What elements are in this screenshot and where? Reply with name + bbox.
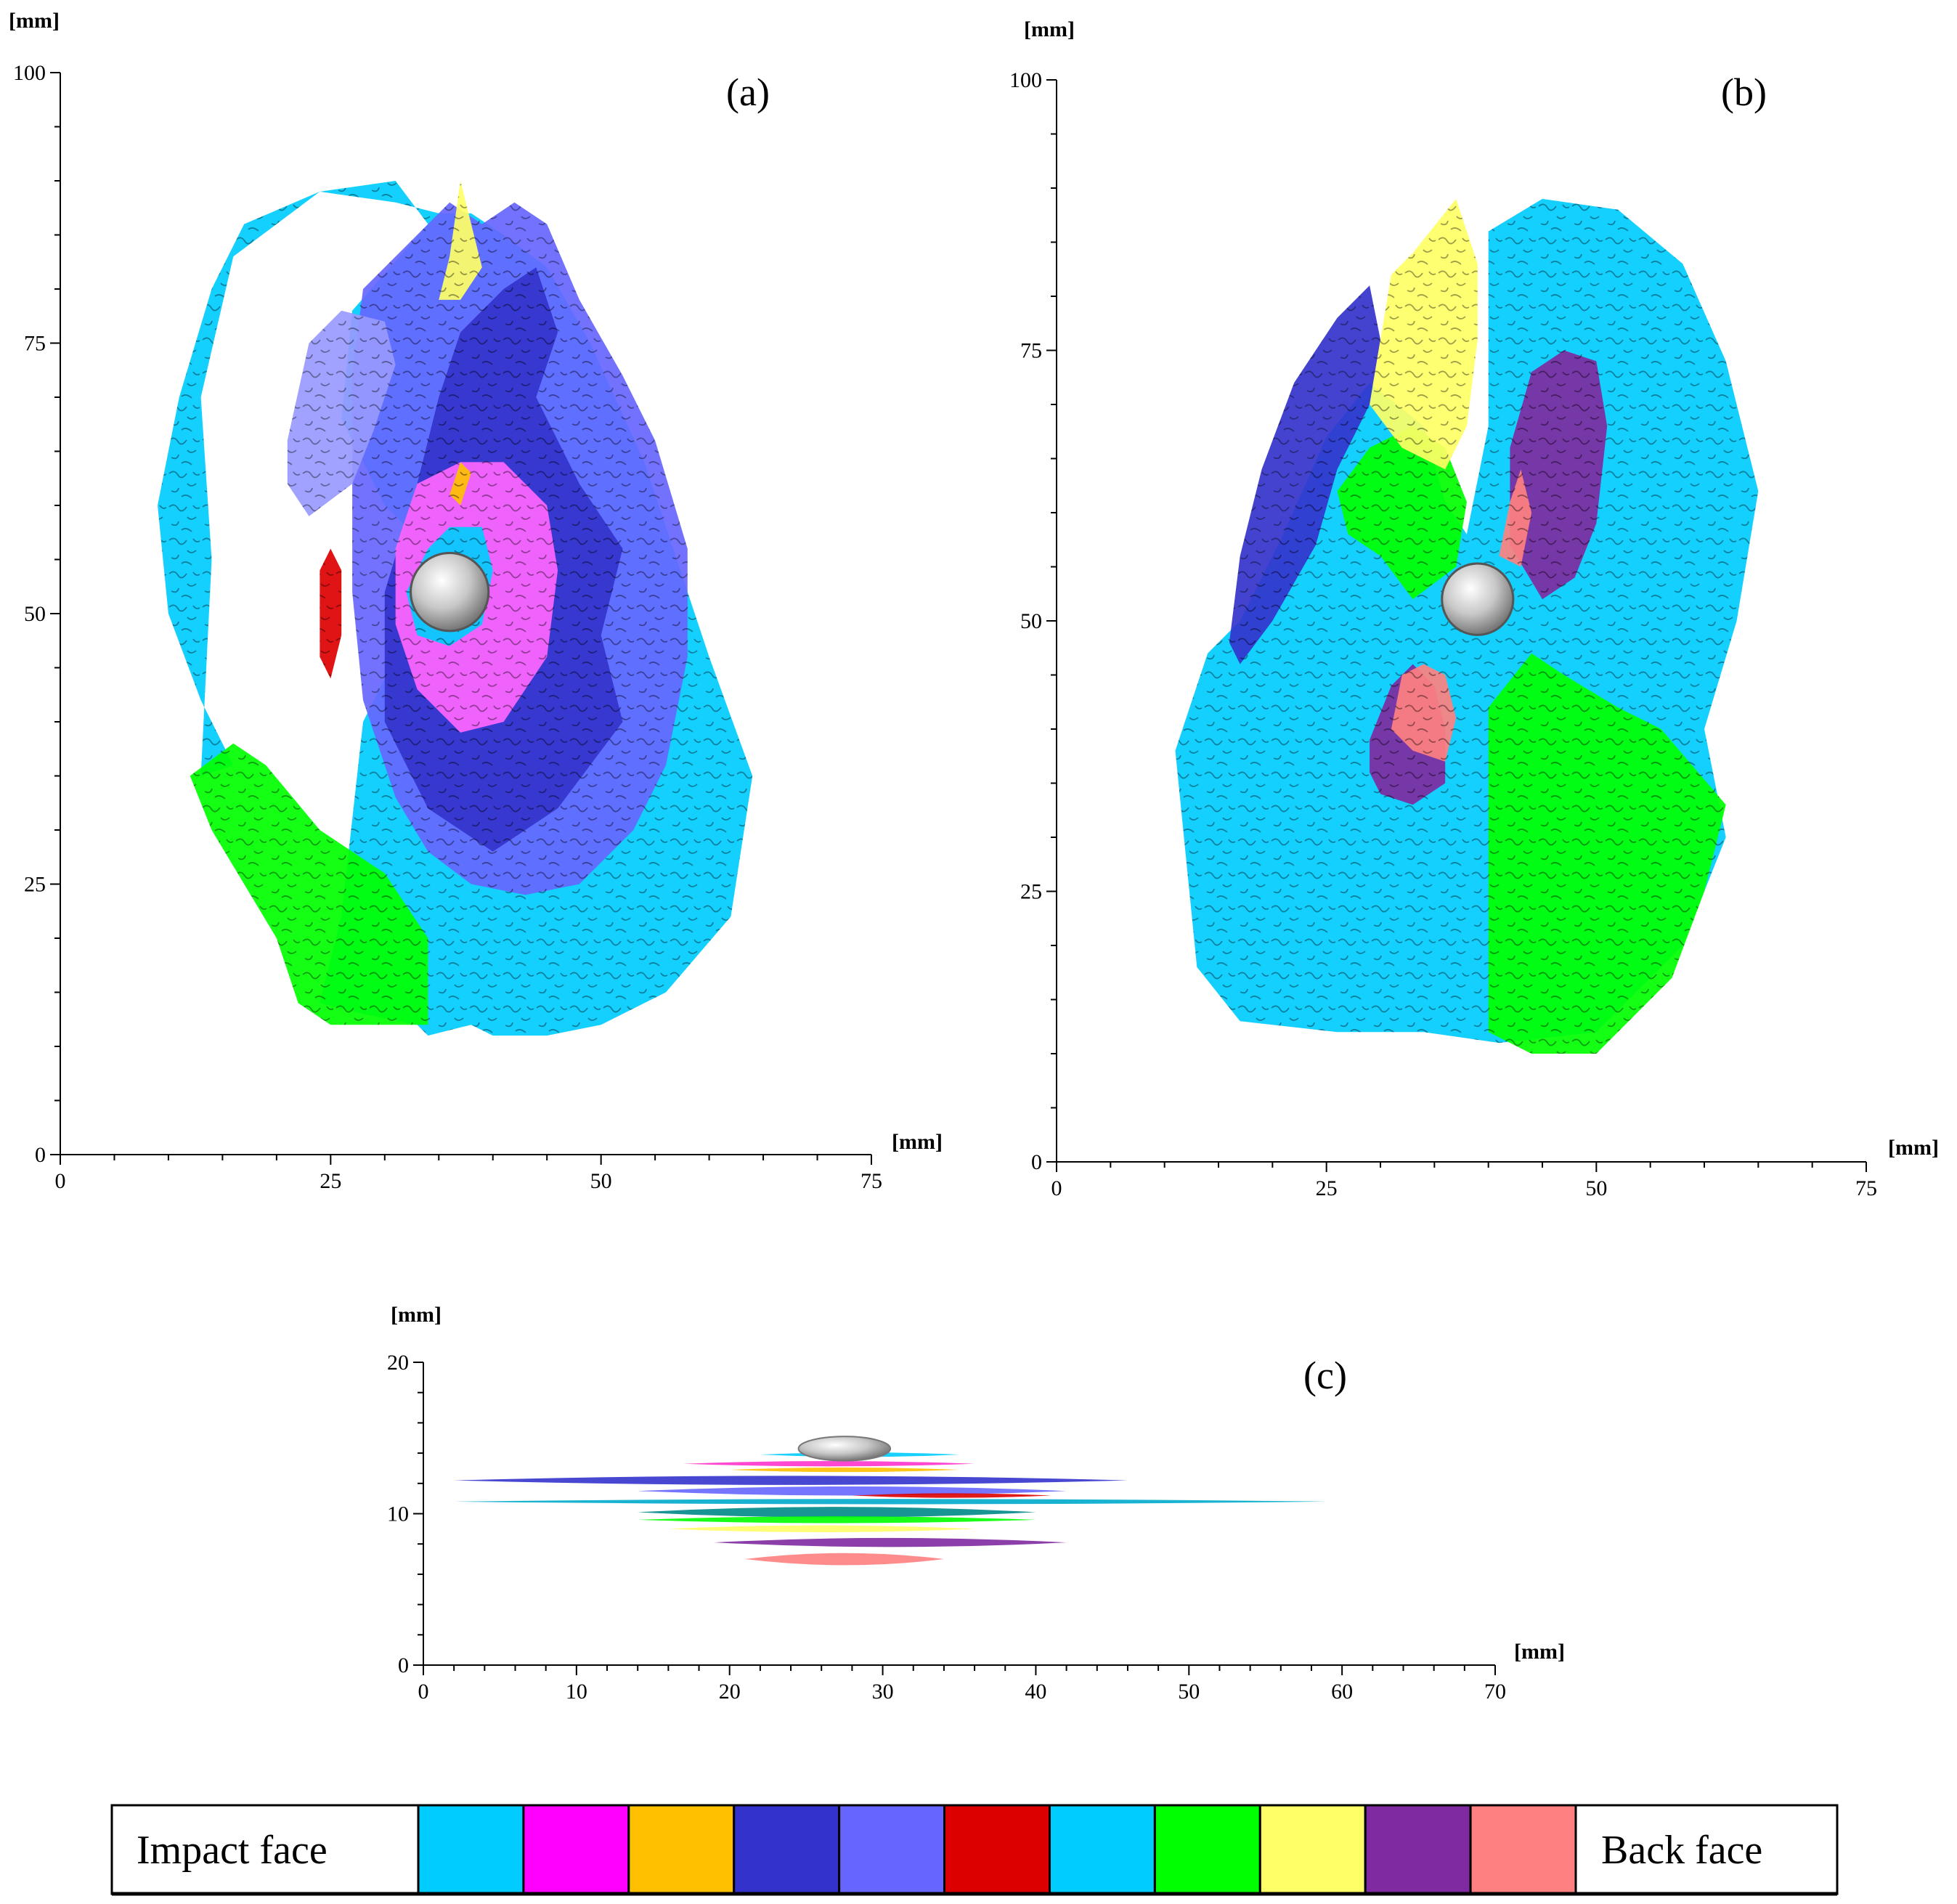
panel-b-region-texture bbox=[1370, 198, 1478, 470]
legend-swatch bbox=[1469, 1804, 1577, 1895]
legend-swatch bbox=[1364, 1804, 1472, 1895]
panel-a-x-tick-label: 0 bbox=[55, 1169, 66, 1193]
panel-a-x-tick-label: 75 bbox=[860, 1169, 882, 1193]
panel-c-x-tick-label: 60 bbox=[1331, 1680, 1353, 1704]
legend-impact-face-label: Impact face bbox=[137, 1828, 327, 1873]
panel-a-y-tick-label: 0 bbox=[35, 1143, 46, 1167]
panel-a-y-tick-label: 25 bbox=[24, 873, 46, 897]
panel-c-x-tick-label: 0 bbox=[418, 1680, 429, 1704]
panel-b-x-tick-label: 50 bbox=[1585, 1176, 1607, 1200]
panel-c-delamination-layer bbox=[638, 1486, 1067, 1496]
panel-b-y-tick-label: 100 bbox=[1009, 68, 1042, 92]
panel-a-region-texture bbox=[449, 462, 471, 505]
panel-b-region-texture bbox=[1488, 653, 1726, 1054]
panel-b-y-tick-label: 75 bbox=[1020, 339, 1042, 363]
panel-c-delamination-layer bbox=[683, 1461, 975, 1467]
panel-c-delamination-layer bbox=[638, 1516, 1036, 1523]
panel-b-y-tick-label: 0 bbox=[1031, 1150, 1042, 1174]
panel-b-y-unit: [mm] bbox=[1024, 17, 1075, 41]
panel-c-y-tick-label: 10 bbox=[387, 1502, 409, 1526]
panel-b-region-texture bbox=[1229, 285, 1380, 664]
legend-swatch bbox=[1153, 1804, 1261, 1895]
legend-swatch bbox=[1048, 1804, 1156, 1895]
legend-back-face-label: Back face bbox=[1601, 1828, 1762, 1873]
panel-a-y-unit: [mm] bbox=[9, 9, 60, 33]
panel-c-x-tick-label: 40 bbox=[1025, 1680, 1046, 1704]
panel-b-label: (b) bbox=[1721, 70, 1767, 114]
panel-a-region-texture bbox=[439, 181, 482, 300]
panel-c-delamination-layer bbox=[454, 1476, 1128, 1485]
panel-c-x-unit: [mm] bbox=[1514, 1640, 1565, 1664]
panel-a-y-tick-label: 75 bbox=[24, 332, 46, 356]
panel-a-y-tick-label: 50 bbox=[24, 602, 46, 626]
legend-swatch bbox=[733, 1804, 841, 1895]
panel-c-x-tick-label: 20 bbox=[719, 1680, 741, 1704]
panel-a-ticks: 0 25 50 75 0 25 50 75 100 bbox=[13, 61, 882, 1193]
panel-b-region-texture bbox=[1391, 664, 1457, 762]
panel-b-y-tick-label: 25 bbox=[1020, 880, 1042, 904]
panel-b-x-unit: [mm] bbox=[1888, 1136, 1939, 1160]
panel-a-region-texture bbox=[190, 743, 428, 1025]
legend-swatch bbox=[943, 1804, 1051, 1895]
panel-a-x-tick-label: 25 bbox=[320, 1169, 341, 1193]
panel-c-delamination-layer bbox=[454, 1499, 1327, 1505]
legend: Impact face Back face bbox=[110, 1804, 1839, 1896]
panel-b-ticks: 0 25 50 75 0 25 50 75 100 bbox=[1009, 68, 1877, 1200]
panel-a-x-tick-label: 50 bbox=[590, 1169, 612, 1193]
panel-c-y-tick-label: 0 bbox=[398, 1653, 409, 1677]
panel-c-delamination-layer bbox=[638, 1507, 1036, 1518]
panel-b-y-tick-label: 50 bbox=[1020, 609, 1042, 633]
panel-a-region-texture bbox=[320, 548, 342, 679]
legend-swatch bbox=[627, 1804, 736, 1895]
panel-a-impactor-mark bbox=[410, 552, 490, 632]
panel-a-impactor bbox=[410, 552, 490, 632]
panel-c-delamination-layer bbox=[744, 1553, 944, 1566]
panel-c-layers bbox=[454, 1452, 1327, 1566]
panel-b-impactor-mark bbox=[1441, 562, 1515, 636]
panel-c-impactor-mark bbox=[797, 1436, 892, 1462]
panel-c-x-tick-label: 50 bbox=[1178, 1680, 1200, 1704]
panel-b-region-texture bbox=[1510, 350, 1608, 600]
panel-c-delamination-layer bbox=[729, 1467, 959, 1473]
panel-b-x-tick-label: 0 bbox=[1051, 1176, 1062, 1200]
panel-a-label: (a) bbox=[726, 70, 770, 114]
panel-b: 0 25 50 75 0 25 50 75 100 (b) [mm] [mm] bbox=[1009, 17, 1939, 1200]
panel-b-impactor bbox=[1441, 562, 1515, 636]
panel-c-ticks: 0 10 20 30 40 50 60 70 0 10 20 bbox=[387, 1351, 1506, 1704]
panel-a-y-tick-label: 100 bbox=[13, 61, 46, 85]
panel-b-x-tick-label: 25 bbox=[1316, 1176, 1338, 1200]
panel-c-delamination-layer bbox=[668, 1525, 975, 1533]
panel-c-delamination-layer bbox=[852, 1493, 1051, 1498]
panel-b-regions bbox=[1175, 198, 1759, 1054]
legend-swatch bbox=[1258, 1804, 1367, 1895]
panel-c-impactor bbox=[797, 1436, 892, 1462]
legend-swatches bbox=[417, 1804, 1577, 1895]
panel-c-y-tick-label: 20 bbox=[387, 1351, 409, 1375]
panel-c-x-tick-label: 10 bbox=[566, 1680, 587, 1704]
panel-c-label: (c) bbox=[1303, 1354, 1347, 1397]
panel-c-x-tick-label: 70 bbox=[1484, 1680, 1506, 1704]
panel-b-region-texture bbox=[1499, 469, 1532, 567]
panel-c-x-tick-label: 30 bbox=[872, 1680, 894, 1704]
panel-b-x-tick-label: 75 bbox=[1855, 1176, 1877, 1200]
panel-c-delamination-layer bbox=[714, 1537, 1067, 1547]
legend-swatch bbox=[522, 1804, 630, 1895]
legend-swatch bbox=[838, 1804, 946, 1895]
panel-a: 0 25 50 75 0 25 50 75 100 (a) [mm] [mm] bbox=[9, 9, 943, 1193]
panel-a-x-unit: [mm] bbox=[892, 1130, 943, 1154]
legend-swatch bbox=[417, 1804, 525, 1895]
panel-c: 0 10 20 30 40 50 60 70 0 10 20 (c) [mm] [mm] bbox=[387, 1303, 1565, 1704]
panel-c-y-unit: [mm] bbox=[391, 1303, 442, 1327]
panel-b-region-texture bbox=[1337, 426, 1467, 600]
panel-a-region-texture bbox=[287, 310, 396, 516]
